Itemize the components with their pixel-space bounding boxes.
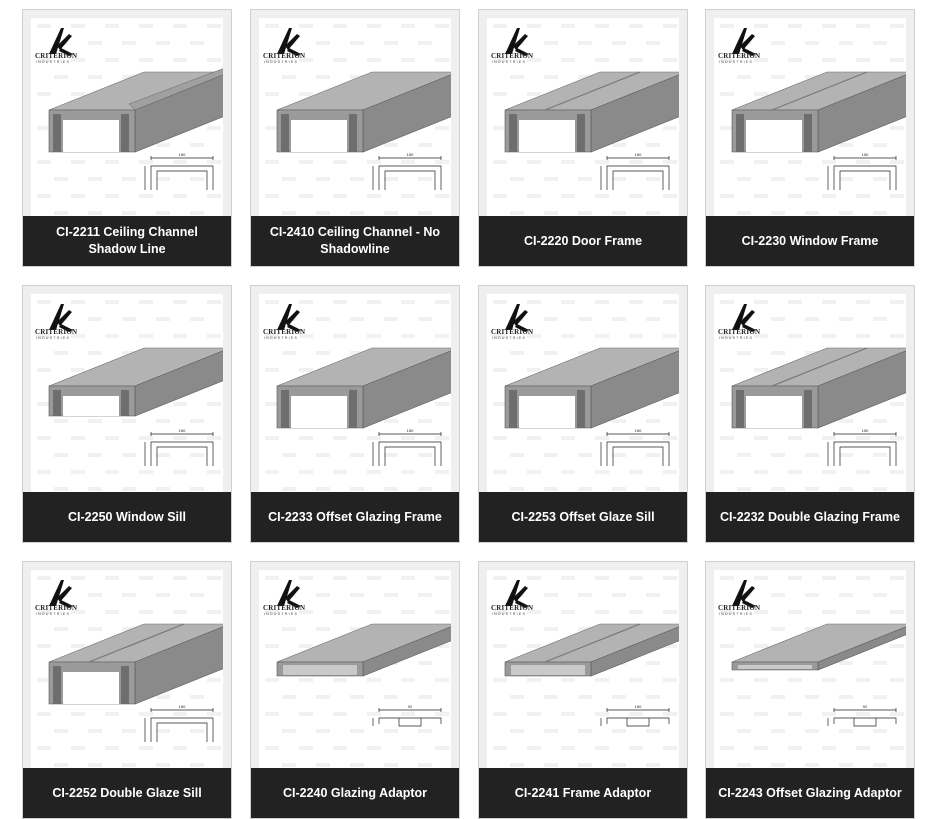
product-card[interactable]: 150 CRITERION INDUSTRIES CI-2232 Double Gla… (705, 285, 915, 543)
product-card[interactable]: 150 CRITERION INDUSTRIES CI-2230 Window Fra… (705, 9, 915, 267)
watermark-pattern (493, 576, 677, 767)
product-caption[interactable]: CI-2410 Ceiling Channel - No Shadowline (251, 216, 459, 266)
product-caption[interactable]: CI-2252 Double Glaze Sill (23, 768, 231, 818)
dimension-label: 150 (862, 428, 869, 433)
logo-wordmark: CRITERION (263, 328, 306, 336)
product-caption[interactable]: CI-2240 Glazing Adaptor (251, 768, 459, 818)
product-image: 150 CRITERION INDUSTRIES (259, 18, 451, 216)
logo-subtitle: INDUSTRIES (492, 60, 527, 64)
dimension-label: 150 (179, 152, 186, 157)
logo-subtitle: INDUSTRIES (264, 336, 299, 340)
product-caption[interactable]: CI-2243 Offset Glazing Adaptor (706, 768, 914, 818)
criterion-logo-icon (277, 580, 301, 608)
logo-wordmark: CRITERION (491, 52, 534, 60)
product-caption[interactable]: CI-2241 Frame Adaptor (479, 768, 687, 818)
profile-drawing: 150 (48, 347, 223, 466)
product-card[interactable]: 150 CRITERION INDUSTRIES CI-2233 Offset Gla… (250, 285, 460, 543)
dimension-label: 92 (408, 704, 413, 709)
criterion-logo-icon (49, 28, 73, 56)
product-card[interactable]: 150 CRITERION INDUSTRIES CI-2220 Door Frame (478, 9, 688, 267)
dimension-label: 150 (407, 428, 414, 433)
dimension-label: 92 (863, 704, 868, 709)
criterion-logo-icon (49, 304, 73, 332)
dimension-label: 150 (862, 152, 869, 157)
product-card[interactable]: 150 CRITERION INDUSTRIES CI-2253 Offset Gla… (478, 285, 688, 543)
logo-wordmark: CRITERION (718, 328, 761, 336)
logo-subtitle: INDUSTRIES (719, 60, 754, 64)
product-caption[interactable]: CI-2232 Double Glazing Frame (706, 492, 914, 542)
profile-drawing: 150 (504, 71, 679, 190)
profile-drawing: 150 (731, 71, 906, 190)
logo-wordmark: CRITERION (491, 328, 534, 336)
dimension-label: 150 (407, 152, 414, 157)
criterion-logo-icon (732, 580, 756, 608)
profile-drawing: 150 (276, 71, 451, 190)
profile-drawing: 150 (276, 347, 451, 466)
logo-wordmark: CRITERION (35, 52, 78, 60)
dimension-label: 150 (179, 428, 186, 433)
logo-subtitle: INDUSTRIES (264, 612, 299, 616)
logo-subtitle: INDUSTRIES (492, 336, 527, 340)
logo-subtitle: INDUSTRIES (36, 60, 71, 64)
product-card[interactable]: 92 CRITERION INDUSTRIES CI-2243 Offset Glaz… (705, 561, 915, 819)
product-image: 92 CRITERION INDUSTRIES (259, 570, 451, 768)
product-image: 150 CRITERION INDUSTRIES (714, 294, 906, 492)
logo-wordmark: CRITERION (35, 604, 78, 612)
dimension-label: 150 (635, 704, 642, 709)
dimension-label: 150 (179, 704, 186, 709)
product-image: 150 CRITERION INDUSTRIES (259, 294, 451, 492)
logo-subtitle: INDUSTRIES (264, 60, 299, 64)
product-caption[interactable]: CI-2233 Offset Glazing Frame (251, 492, 459, 542)
profile-drawing: 150 (504, 347, 679, 466)
profile-drawing: 150 (48, 623, 223, 742)
profile-drawing: 150 (731, 347, 906, 466)
product-image: 92 CRITERION INDUSTRIES (714, 570, 906, 768)
product-image: 150 CRITERION INDUSTRIES (487, 294, 679, 492)
product-image: 150 CRITERION INDUSTRIES (487, 18, 679, 216)
product-image: 150 CRITERION INDUSTRIES (714, 18, 906, 216)
product-image: 150 CRITERION INDUSTRIES (487, 570, 679, 768)
product-caption[interactable]: CI-2230 Window Frame (706, 216, 914, 266)
logo-wordmark: CRITERION (35, 328, 78, 336)
product-card[interactable]: 150 CRITERION INDUSTRIES CI-2241 Frame Adap… (478, 561, 688, 819)
product-card[interactable]: 150 CRITERION INDUSTRIES CI-2252 Double Gla… (22, 561, 232, 819)
criterion-logo-icon (277, 28, 301, 56)
logo-wordmark: CRITERION (491, 604, 534, 612)
logo-wordmark: CRITERION (718, 604, 761, 612)
product-caption[interactable]: CI-2253 Offset Glaze Sill (479, 492, 687, 542)
logo-subtitle: INDUSTRIES (36, 612, 71, 616)
logo-wordmark: CRITERION (263, 604, 306, 612)
criterion-logo-icon (732, 304, 756, 332)
product-caption[interactable]: CI-2220 Door Frame (479, 216, 687, 266)
profile-drawing: 150 (504, 623, 679, 727)
criterion-logo-icon (49, 580, 73, 608)
dimension-label: 150 (635, 152, 642, 157)
product-caption[interactable]: CI-2250 Window Sill (23, 492, 231, 542)
dimension-label: 150 (635, 428, 642, 433)
product-image: 150 CRITERION INDUSTRIES (31, 570, 223, 768)
profile-drawing: 150 (48, 68, 223, 190)
criterion-logo-icon (505, 580, 529, 608)
logo-subtitle: INDUSTRIES (719, 336, 754, 340)
product-card[interactable]: 150 CRITERION INDUSTRIES CI-2211 Ceiling Ch… (22, 9, 232, 267)
product-card[interactable]: 92 CRITERION INDUSTRIES CI-2240 Glazing Ada… (250, 561, 460, 819)
logo-wordmark: CRITERION (718, 52, 761, 60)
logo-wordmark: CRITERION (263, 52, 306, 60)
product-card[interactable]: 150 CRITERION INDUSTRIES CI-2250 Window Sil… (22, 285, 232, 543)
criterion-logo-icon (505, 304, 529, 332)
logo-subtitle: INDUSTRIES (719, 612, 754, 616)
logo-subtitle: INDUSTRIES (492, 612, 527, 616)
profile-drawing: 92 (276, 623, 451, 727)
criterion-logo-icon (505, 28, 529, 56)
product-card[interactable]: 150 CRITERION INDUSTRIES CI-2410 Ceiling Ch… (250, 9, 460, 267)
criterion-logo-icon (732, 28, 756, 56)
profile-drawing: 92 (731, 623, 906, 727)
logo-subtitle: INDUSTRIES (36, 336, 71, 340)
product-image: 150 CRITERION INDUSTRIES (31, 294, 223, 492)
product-caption[interactable]: CI-2211 Ceiling Channel Shadow Line (23, 216, 231, 266)
criterion-logo-icon (277, 304, 301, 332)
product-image: 150 CRITERION INDUSTRIES (31, 18, 223, 216)
